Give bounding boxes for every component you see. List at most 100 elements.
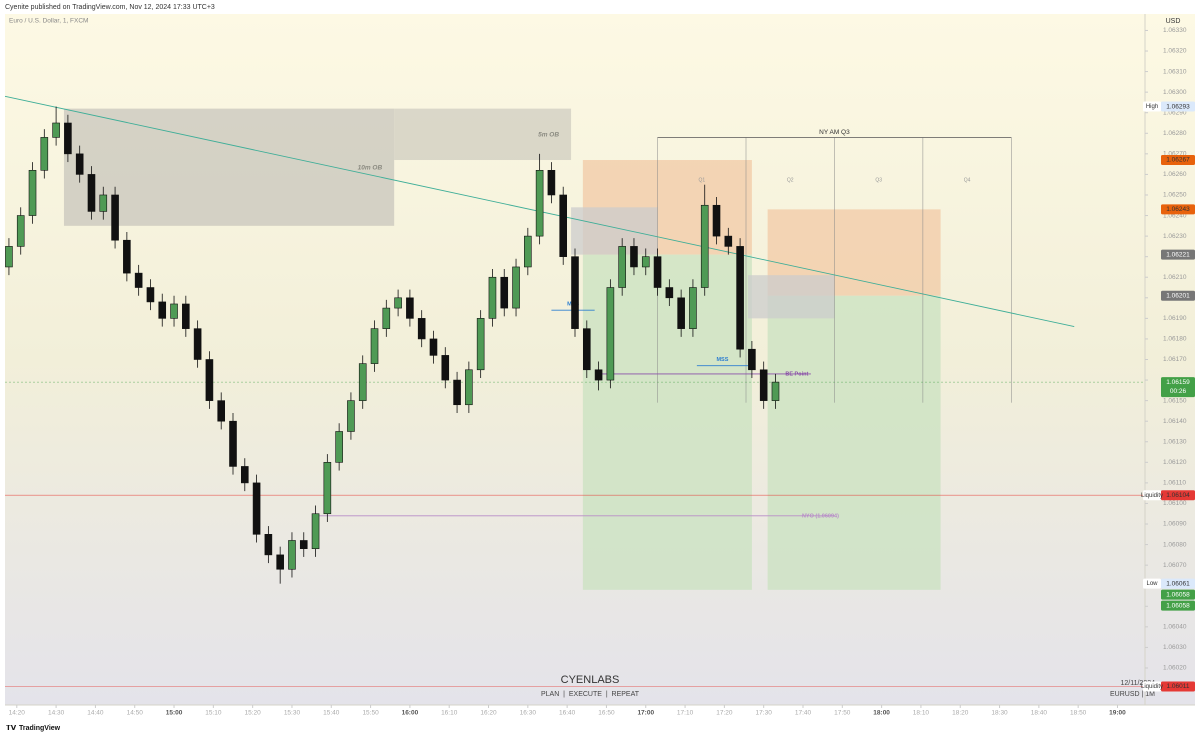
candle-body <box>630 246 638 268</box>
quarter-label: Q3 <box>875 178 882 184</box>
price-tag-box <box>1143 490 1161 501</box>
currency[interactable]: USD <box>1166 18 1181 25</box>
quarter-label: Q2 <box>787 178 794 184</box>
x-tick-label: 14:50 <box>127 710 144 717</box>
price-label-box <box>1161 204 1195 215</box>
zone <box>767 295 941 590</box>
y-tick-label: 1.06240 <box>1163 212 1187 219</box>
zone-label: 5m OB <box>538 131 559 138</box>
y-tick-label: 1.06070 <box>1163 562 1187 569</box>
y-tick-label: 1.06080 <box>1163 541 1187 548</box>
candle-body <box>299 540 308 550</box>
segment-label: MSS <box>716 357 728 363</box>
candle-body <box>417 318 426 340</box>
y-tick-label: 1.06020 <box>1163 665 1187 672</box>
x-tick-label: 15:00 <box>166 710 183 717</box>
y-tick-label: 1.06320 <box>1163 48 1187 55</box>
y-tick-label: 1.06110 <box>1163 480 1186 487</box>
candle-body <box>382 307 391 329</box>
candle-body <box>394 297 402 309</box>
price-label-box <box>1161 490 1195 501</box>
logo[interactable]: TradingView <box>19 725 61 732</box>
candle-body <box>158 301 167 319</box>
candle-body <box>665 287 674 299</box>
price-label-box <box>1161 589 1195 600</box>
candle-body <box>571 256 579 329</box>
price-label: 1.06011 <box>1166 683 1189 690</box>
candle-body <box>193 328 202 360</box>
x-tick-label: 18:10 <box>913 710 930 717</box>
candle-body <box>347 400 355 432</box>
zone <box>571 207 658 255</box>
x-tick-label: 17:30 <box>756 710 773 717</box>
x-tick-label: 15:20 <box>245 710 262 717</box>
candle-body <box>323 462 332 515</box>
x-tick-label: 17:00 <box>637 710 654 717</box>
x-tick-label: 16:10 <box>441 710 458 717</box>
price-tag-box <box>1143 578 1161 589</box>
price-tag: Liquidity <box>1141 684 1163 690</box>
candle-body <box>358 363 367 401</box>
y-tick-label: 1.06040 <box>1163 624 1187 631</box>
x-tick-label: 16:00 <box>402 710 419 717</box>
candle-body <box>217 400 226 422</box>
price-tag: Liquidity <box>1141 493 1163 499</box>
candle-body <box>28 169 37 216</box>
price-tag-box <box>1143 681 1161 692</box>
price-label: 1.06267 <box>1166 157 1190 164</box>
x-tick-label: 17:50 <box>834 710 851 717</box>
y-tick-label: 1.06270 <box>1163 151 1187 158</box>
price-label: 1.06104 <box>1166 492 1190 499</box>
candle-body <box>134 272 143 288</box>
candle-body <box>16 215 25 247</box>
candle-body <box>736 246 744 350</box>
y-tick-label: 1.06330 <box>1163 27 1187 34</box>
candle-body <box>276 554 284 570</box>
price-label-box <box>1161 578 1195 589</box>
y-tick-label: 1.06210 <box>1163 274 1187 281</box>
candle-body <box>205 359 214 401</box>
price-label-box <box>1161 377 1195 398</box>
price-label-box <box>1161 600 1195 611</box>
candle-body <box>335 431 343 463</box>
candle-body <box>52 122 60 138</box>
price-label: 1.06058 <box>1166 591 1190 598</box>
candle-body <box>677 297 685 329</box>
zone <box>394 108 572 161</box>
x-tick-label: 18:50 <box>1070 710 1087 717</box>
segment-label: BE Point <box>785 371 808 377</box>
x-tick-label: 18:00 <box>873 710 890 717</box>
candle-body <box>594 369 603 381</box>
price-tag: High <box>1146 104 1158 110</box>
y-tick-label: 1.06130 <box>1163 438 1187 445</box>
candle-body <box>488 276 497 319</box>
x-tick-label: 17:40 <box>795 710 812 717</box>
candle-body <box>229 420 237 467</box>
symbol: EURUSD | 1M <box>1110 691 1155 698</box>
price-label-box <box>1161 290 1195 301</box>
candle-body <box>547 169 556 196</box>
candle-body <box>252 482 261 535</box>
y-tick-label: 1.06170 <box>1163 356 1187 363</box>
candle-body <box>524 235 532 268</box>
candle-body <box>641 256 650 268</box>
watermark: CYENLABS PLAN | EXECUTE | REPEAT 12/11/2… <box>541 674 1155 698</box>
candle-body <box>406 297 414 319</box>
price-label: 1.06201 <box>1166 292 1190 299</box>
quarter-label: Q4 <box>964 178 971 184</box>
candle-body <box>618 246 626 288</box>
zone-label: 10m OB <box>358 165 383 172</box>
y-tick-label: 1.06120 <box>1163 459 1187 466</box>
candle-body <box>40 137 49 171</box>
x-tick-label: 16:50 <box>598 710 615 717</box>
tagline: PLAN | EXECUTE | REPEAT <box>541 691 640 698</box>
x-tick-label: 14:40 <box>87 710 104 717</box>
y-tick-label: 1.06140 <box>1163 418 1187 425</box>
x-tick-label: 16:20 <box>480 710 497 717</box>
price-label: 1.06058 <box>1166 602 1190 609</box>
x-tick-label: 15:10 <box>205 710 222 717</box>
candle-body <box>5 246 13 268</box>
footer: 𝗧𝗩 TradingView <box>6 725 61 732</box>
candle-body <box>170 303 178 319</box>
price-label: 1.06221 <box>1166 251 1190 258</box>
